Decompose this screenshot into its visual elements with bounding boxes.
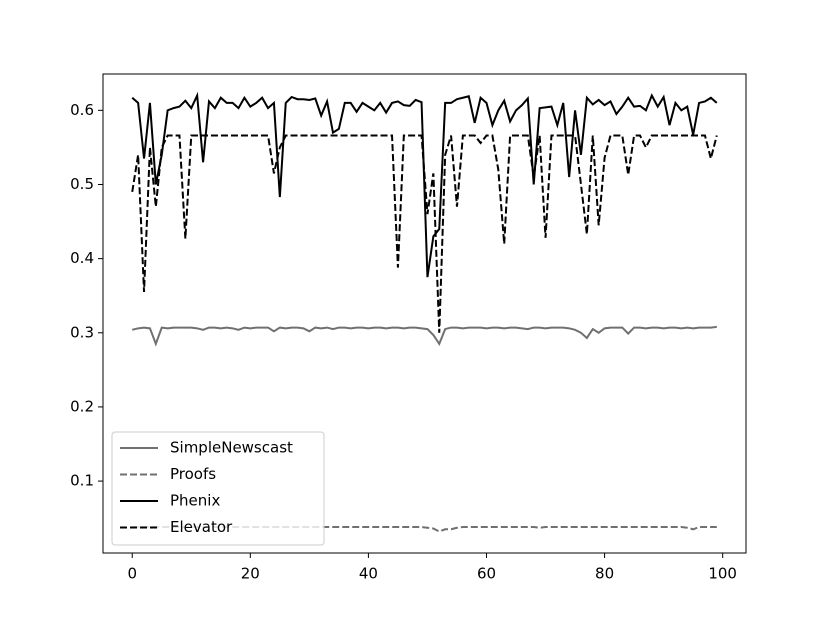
legend-label: SimpleNewscast	[170, 439, 293, 457]
line-series	[131, 91, 718, 278]
plot-frame	[102, 73, 747, 554]
x-tick-label: 20	[241, 565, 260, 583]
y-tick-label: 0.5	[70, 175, 94, 193]
x-tick-label: 80	[595, 565, 614, 583]
x-tick-label: 100	[708, 565, 737, 583]
y-tick-label: 0.4	[70, 249, 94, 267]
line-series	[131, 325, 717, 347]
y-tick-label: 0.2	[70, 397, 94, 415]
y-tick-label: 0.3	[70, 323, 94, 341]
legend-label: Elevator	[170, 518, 233, 536]
legend-label: Proofs	[170, 465, 216, 483]
line-series	[131, 134, 718, 333]
line-series	[132, 526, 717, 533]
y-tick-label: 0.6	[70, 101, 94, 119]
x-tick-label: 0	[127, 565, 137, 583]
x-tick-label: 60	[477, 565, 496, 583]
legend-label: Phenix	[170, 492, 220, 510]
y-tick-label: 0.1	[70, 472, 94, 490]
x-tick-label: 40	[359, 565, 378, 583]
legend-box	[111, 431, 325, 546]
